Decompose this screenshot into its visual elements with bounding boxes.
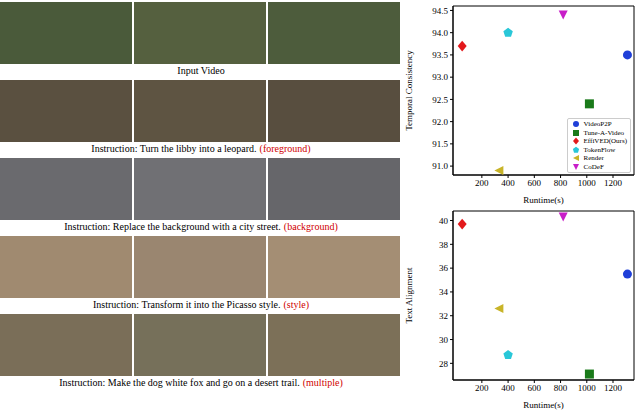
svg-text:1000: 1000 xyxy=(578,178,597,188)
svg-text:600: 600 xyxy=(528,383,542,393)
svg-text:94.0: 94.0 xyxy=(432,28,448,38)
svg-text:28: 28 xyxy=(439,359,449,369)
svg-text:200: 200 xyxy=(475,178,489,188)
svg-text:1000: 1000 xyxy=(578,383,597,393)
svg-text:400: 400 xyxy=(501,383,515,393)
svg-text:32: 32 xyxy=(439,311,448,321)
svg-text:93.5: 93.5 xyxy=(432,50,448,60)
svg-text:800: 800 xyxy=(554,383,568,393)
svg-text:91.5: 91.5 xyxy=(432,139,448,149)
svg-text:93.0: 93.0 xyxy=(432,72,448,82)
svg-text:1200: 1200 xyxy=(604,178,623,188)
html-text:Tune-A-Video: Tune-A-Video xyxy=(583,128,625,137)
svg-text:Temporal Consistency: Temporal Consistency xyxy=(405,50,414,131)
html-text:Input Video: Input Video xyxy=(177,65,225,76)
svg-text:30: 30 xyxy=(439,335,449,345)
svg-text:91.0: 91.0 xyxy=(432,161,448,171)
html-text:Render: Render xyxy=(583,154,604,162)
svg-text:38: 38 xyxy=(439,240,449,250)
svg-text:94.5: 94.5 xyxy=(432,6,448,16)
html-text:Instruction: Replace the backg: Instruction: Replace the background with… xyxy=(64,221,338,232)
html-text:EffiVED(Ours): EffiVED(Ours) xyxy=(583,137,627,145)
html-text:TokenFlow: TokenFlow xyxy=(583,145,616,154)
svg-text:92.5: 92.5 xyxy=(432,95,448,105)
svg-text:40: 40 xyxy=(439,216,449,226)
svg-text:600: 600 xyxy=(528,178,542,188)
html-text:VideoP2P: VideoP2P xyxy=(583,120,612,128)
svg-text:400: 400 xyxy=(501,178,515,188)
html-text:Instruction: Make the dog whit: Instruction: Make the dog white fox and … xyxy=(59,377,343,388)
svg-text:800: 800 xyxy=(554,178,568,188)
html-text:CoDeF: CoDeF xyxy=(583,162,604,171)
svg-text:Text Alignment: Text Alignment xyxy=(405,267,414,324)
html-text:Instruction: Turn the libby in: Instruction: Turn the libby into a leopa… xyxy=(91,143,311,154)
svg-text:Runtime(s): Runtime(s) xyxy=(523,400,564,410)
svg-text:36: 36 xyxy=(439,263,449,273)
html-text:Instruction: Transform it into: Instruction: Transform it into the Picas… xyxy=(93,299,309,310)
svg-text:Runtime(s): Runtime(s) xyxy=(523,195,564,205)
svg-text:34: 34 xyxy=(439,287,449,297)
svg-text:92.0: 92.0 xyxy=(432,117,448,127)
svg-text:1200: 1200 xyxy=(604,383,623,393)
svg-text:200: 200 xyxy=(475,383,489,393)
